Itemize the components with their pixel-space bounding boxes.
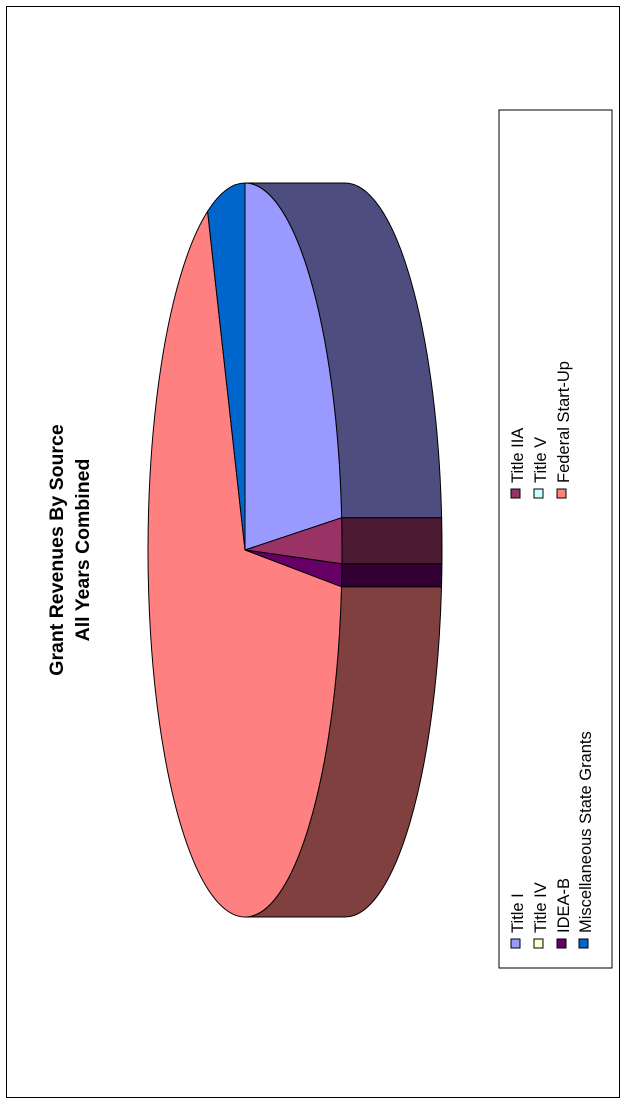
legend-swatch-title-iv — [533, 938, 544, 949]
legend-label-title-iv: Title IV — [532, 882, 550, 933]
pie-side-idea-b — [340, 563, 443, 588]
chart-subtitle: All Years Combined — [72, 459, 94, 642]
legend-box — [498, 109, 613, 969]
pie-group — [147, 182, 443, 918]
legend-label-federal-start-up: Federal Start-Up — [555, 361, 573, 483]
legend-swatch-idea-b — [556, 938, 567, 949]
legend-label-title-i: Title I — [509, 893, 527, 933]
legend-label-title-v: Title V — [532, 437, 550, 483]
legend-label-title-iia: Title IIA — [509, 428, 527, 483]
legend-swatch-title-i — [510, 938, 521, 949]
chart-title: Grant Revenues By Source — [46, 424, 68, 676]
legend-swatch-title-v — [533, 488, 544, 499]
pie-side-title-iia — [341, 517, 443, 565]
chart-frame — [6, 6, 620, 1098]
pie-slice-federal-start-up — [147, 209, 343, 918]
pie-slice-title-i — [244, 182, 343, 551]
legend-label-miscellaneous-state-grants: Miscellaneous State Grants — [577, 731, 595, 933]
legend-swatch-title-iia — [510, 488, 521, 499]
pie-slice-miscellaneous-state-grants — [207, 182, 246, 551]
legend-swatch-miscellaneous-state-grants — [578, 938, 589, 949]
legend: Title I Title IIA Title IV Title V IDEA-B Fed… — [498, 109, 613, 969]
legend-swatch-federal-start-up — [556, 488, 567, 499]
legend-label-idea-b: IDEA-B — [555, 878, 573, 933]
